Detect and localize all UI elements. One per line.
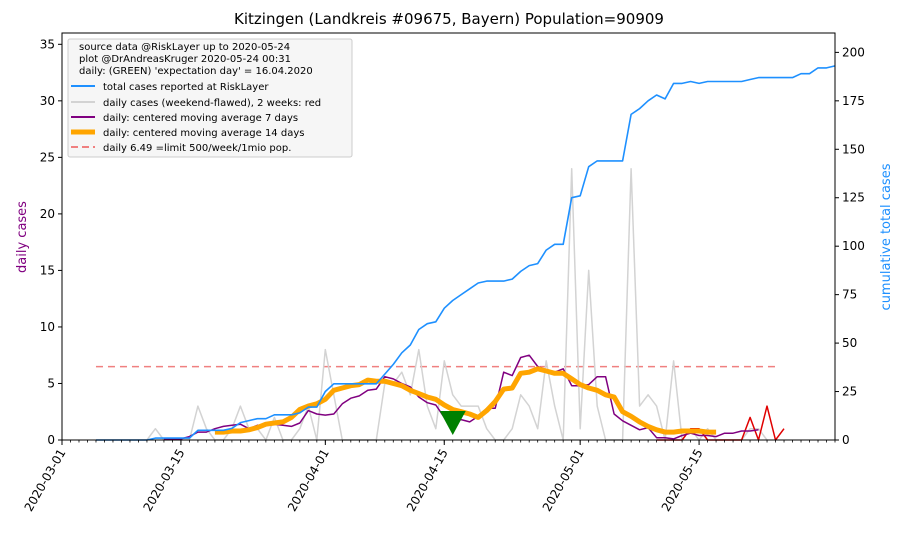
y-left-tick-label: 35 — [40, 37, 55, 51]
legend-info-line: daily: (GREEN) 'expectation day' = 16.04… — [79, 66, 313, 77]
x-tick-label: 2020-05-01 — [540, 447, 587, 514]
y-left-tick-label: 15 — [40, 263, 55, 277]
legend-info-line: plot @DrAndreasKruger 2020-05-24 00:31 — [79, 54, 291, 65]
series-line-total-cases — [96, 65, 836, 441]
marker-layer — [439, 411, 466, 436]
y-left-tick-label: 0 — [47, 433, 55, 447]
x-tick-label: 2020-03-15 — [141, 447, 188, 514]
y-right-tick-label: 125 — [842, 191, 865, 205]
axes-frame — [61, 32, 836, 441]
legend-label-ma7: daily: centered moving average 7 days — [103, 113, 298, 124]
y-left-tick-label: 5 — [47, 376, 55, 390]
legend-info-line: source data @RiskLayer up to 2020-05-24 — [79, 42, 290, 53]
legend-label-limit: daily 6.49 =limit 500/week/1mio pop. — [103, 143, 291, 154]
legend: source data @RiskLayer up to 2020-05-24 … — [67, 38, 353, 158]
y-right-tick-label: 200 — [842, 45, 865, 59]
expectation-day-marker — [439, 411, 466, 436]
series-line-ma14 — [214, 366, 717, 435]
y-left-tick-label: 10 — [40, 320, 55, 334]
legend-label-daily: daily cases (weekend-flawed), 2 weeks: r… — [103, 98, 321, 109]
legend-box — [67, 38, 353, 158]
x-tick-label: 2020-04-15 — [404, 447, 451, 514]
y-axis-right-label: cumulative total cases — [879, 163, 894, 310]
x-tick-label: 2020-05-15 — [659, 447, 706, 514]
y-right-tick-label: 50 — [842, 336, 857, 350]
y-right-tick-label: 75 — [842, 288, 857, 302]
legend-label-ma14: daily: centered moving average 14 days — [103, 128, 304, 139]
y-left-tick-label: 20 — [40, 207, 55, 221]
y-right-tick-label: 175 — [842, 94, 865, 108]
y-right-tick-label: 25 — [842, 385, 857, 399]
y-left-tick-label: 25 — [40, 150, 55, 164]
x-tick-label: 2020-03-01 — [22, 447, 69, 514]
legend-label-total: total cases reported at RiskLayer — [103, 82, 269, 93]
x-tick-label: 2020-04-01 — [285, 447, 332, 514]
y-right-tick-label: 100 — [842, 239, 865, 253]
y-axis-left-label: daily cases — [15, 201, 30, 273]
y-right-tick-label: 0 — [842, 433, 850, 447]
chart-title: Kitzingen (Landkreis #09675, Bayern) Pop… — [234, 10, 664, 28]
y-left-tick-label: 30 — [40, 94, 55, 108]
y-right-tick-label: 150 — [842, 142, 865, 156]
